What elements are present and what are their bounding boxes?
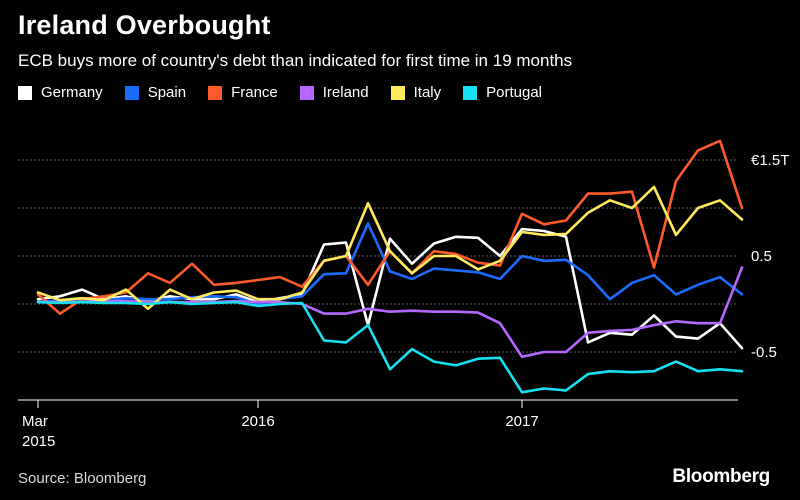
x-tick-sublabel: 2015 [22,433,55,450]
legend-label: Italy [413,84,442,101]
series-line-france [36,139,744,315]
bloomberg-logo: Bloomberg [672,466,770,487]
y-tick-label: -0.5 [751,344,777,361]
legend-item-germany: Germany [18,84,103,101]
legend-item-ireland: Ireland [299,84,369,101]
legend-swatch [124,85,139,100]
legend-item-france: France [208,84,278,101]
legend-label: Ireland [322,84,369,101]
legend-item-spain: Spain [124,84,187,101]
series-line-spain [36,222,744,306]
source-note: Source: Bloomberg [18,470,147,487]
legend-swatch [299,85,314,100]
legend-label: Spain [147,84,187,101]
legend-swatch [390,85,405,100]
legend-label: Portugal [486,84,543,101]
x-tick-label: Mar [22,413,48,430]
legend: Germany Spain France Ireland Italy Portugal [18,84,564,101]
legend-swatch [463,85,478,100]
x-tick-label: 2017 [505,413,538,430]
legend-swatch [18,85,32,100]
series-line-italy [36,185,744,311]
legend-item-portugal: Portugal [463,84,542,101]
legend-item-italy: Italy [390,84,442,101]
chart-title: Ireland Overbought [18,10,271,40]
legend-swatch [208,85,223,100]
legend-label: Germany [41,84,103,101]
y-tick-label: 0.5 [751,248,772,265]
x-tick-label: 2016 [241,413,274,430]
chart-subtitle: ECB buys more of country's debt than ind… [18,51,573,70]
series-line-portugal [36,300,744,394]
series-line-germany [36,227,744,350]
y-tick-label: €1.5T [751,152,789,169]
legend-label: France [231,84,278,101]
